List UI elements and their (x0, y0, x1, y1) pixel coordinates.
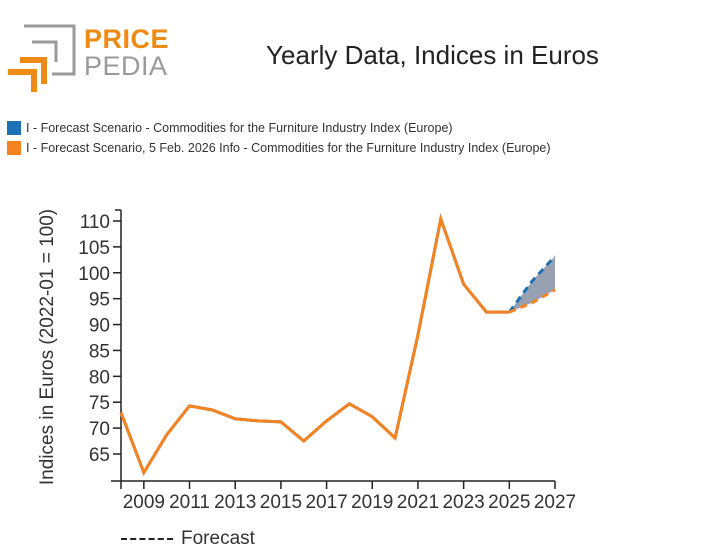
series-lines (119, 213, 557, 477)
y-tick-label: 70 (89, 419, 110, 440)
x-tick-label: 2009 (123, 492, 165, 513)
x-tick-label: 2025 (488, 492, 530, 513)
y-tick-label: 110 (80, 212, 110, 233)
x-tick-label: 2021 (397, 492, 439, 513)
series-1-forecast-line (508, 288, 556, 314)
y-tick-label: 90 (89, 316, 110, 337)
x-tick-label: 2013 (214, 492, 256, 513)
y-tick-label: 65 (89, 445, 110, 466)
legend-item-forecast-scenario-feb-2026[interactable]: I - Forecast Scenario, 5 Feb. 2026 Info … (7, 138, 551, 158)
y-tick-label: 95 (89, 290, 110, 311)
y-tick-label: 105 (78, 238, 110, 259)
logo-text-pedia: PEDIA (84, 51, 168, 81)
forecast-legend-label: Forecast (181, 528, 255, 549)
chart-title: Yearly Data, Indices in Euros (266, 40, 599, 70)
series-0-history-line (119, 213, 510, 477)
legend-swatch-orange (7, 141, 21, 155)
y-tick-label: 80 (89, 367, 110, 388)
x-tick-label: 2017 (305, 492, 347, 513)
y-axis-label: Indices in Euros (2022-01 = 100) (37, 209, 58, 485)
x-tick-label: 2015 (260, 492, 302, 513)
pricepedia-logo: PRICE PEDIA (6, 22, 170, 94)
dashed-line-icon (121, 538, 173, 540)
y-tick-label: 85 (89, 341, 110, 362)
series-0-forecast-line (508, 255, 557, 314)
legend-swatch-blue (7, 121, 21, 135)
legend-label: I - Forecast Scenario - Commodities for … (26, 121, 453, 135)
x-tick-label: 2019 (351, 492, 393, 513)
x-tick-label: 2011 (169, 492, 210, 513)
x-tick-label: 2023 (442, 492, 484, 513)
logo-text-price: PRICE (84, 24, 170, 54)
series-1-history-line (119, 213, 510, 477)
logo-mark-icon (8, 24, 76, 92)
y-tick-label: 100 (78, 264, 110, 285)
legend-item-forecast-scenario[interactable]: I - Forecast Scenario - Commodities for … (7, 118, 551, 138)
legend-label: I - Forecast Scenario, 5 Feb. 2026 Info … (26, 141, 551, 155)
y-tick-label: 75 (89, 393, 110, 414)
x-tick-label: 2027 (534, 492, 576, 513)
forecast-legend: Forecast (121, 528, 255, 550)
legend: I - Forecast Scenario - Commodities for … (7, 118, 551, 158)
